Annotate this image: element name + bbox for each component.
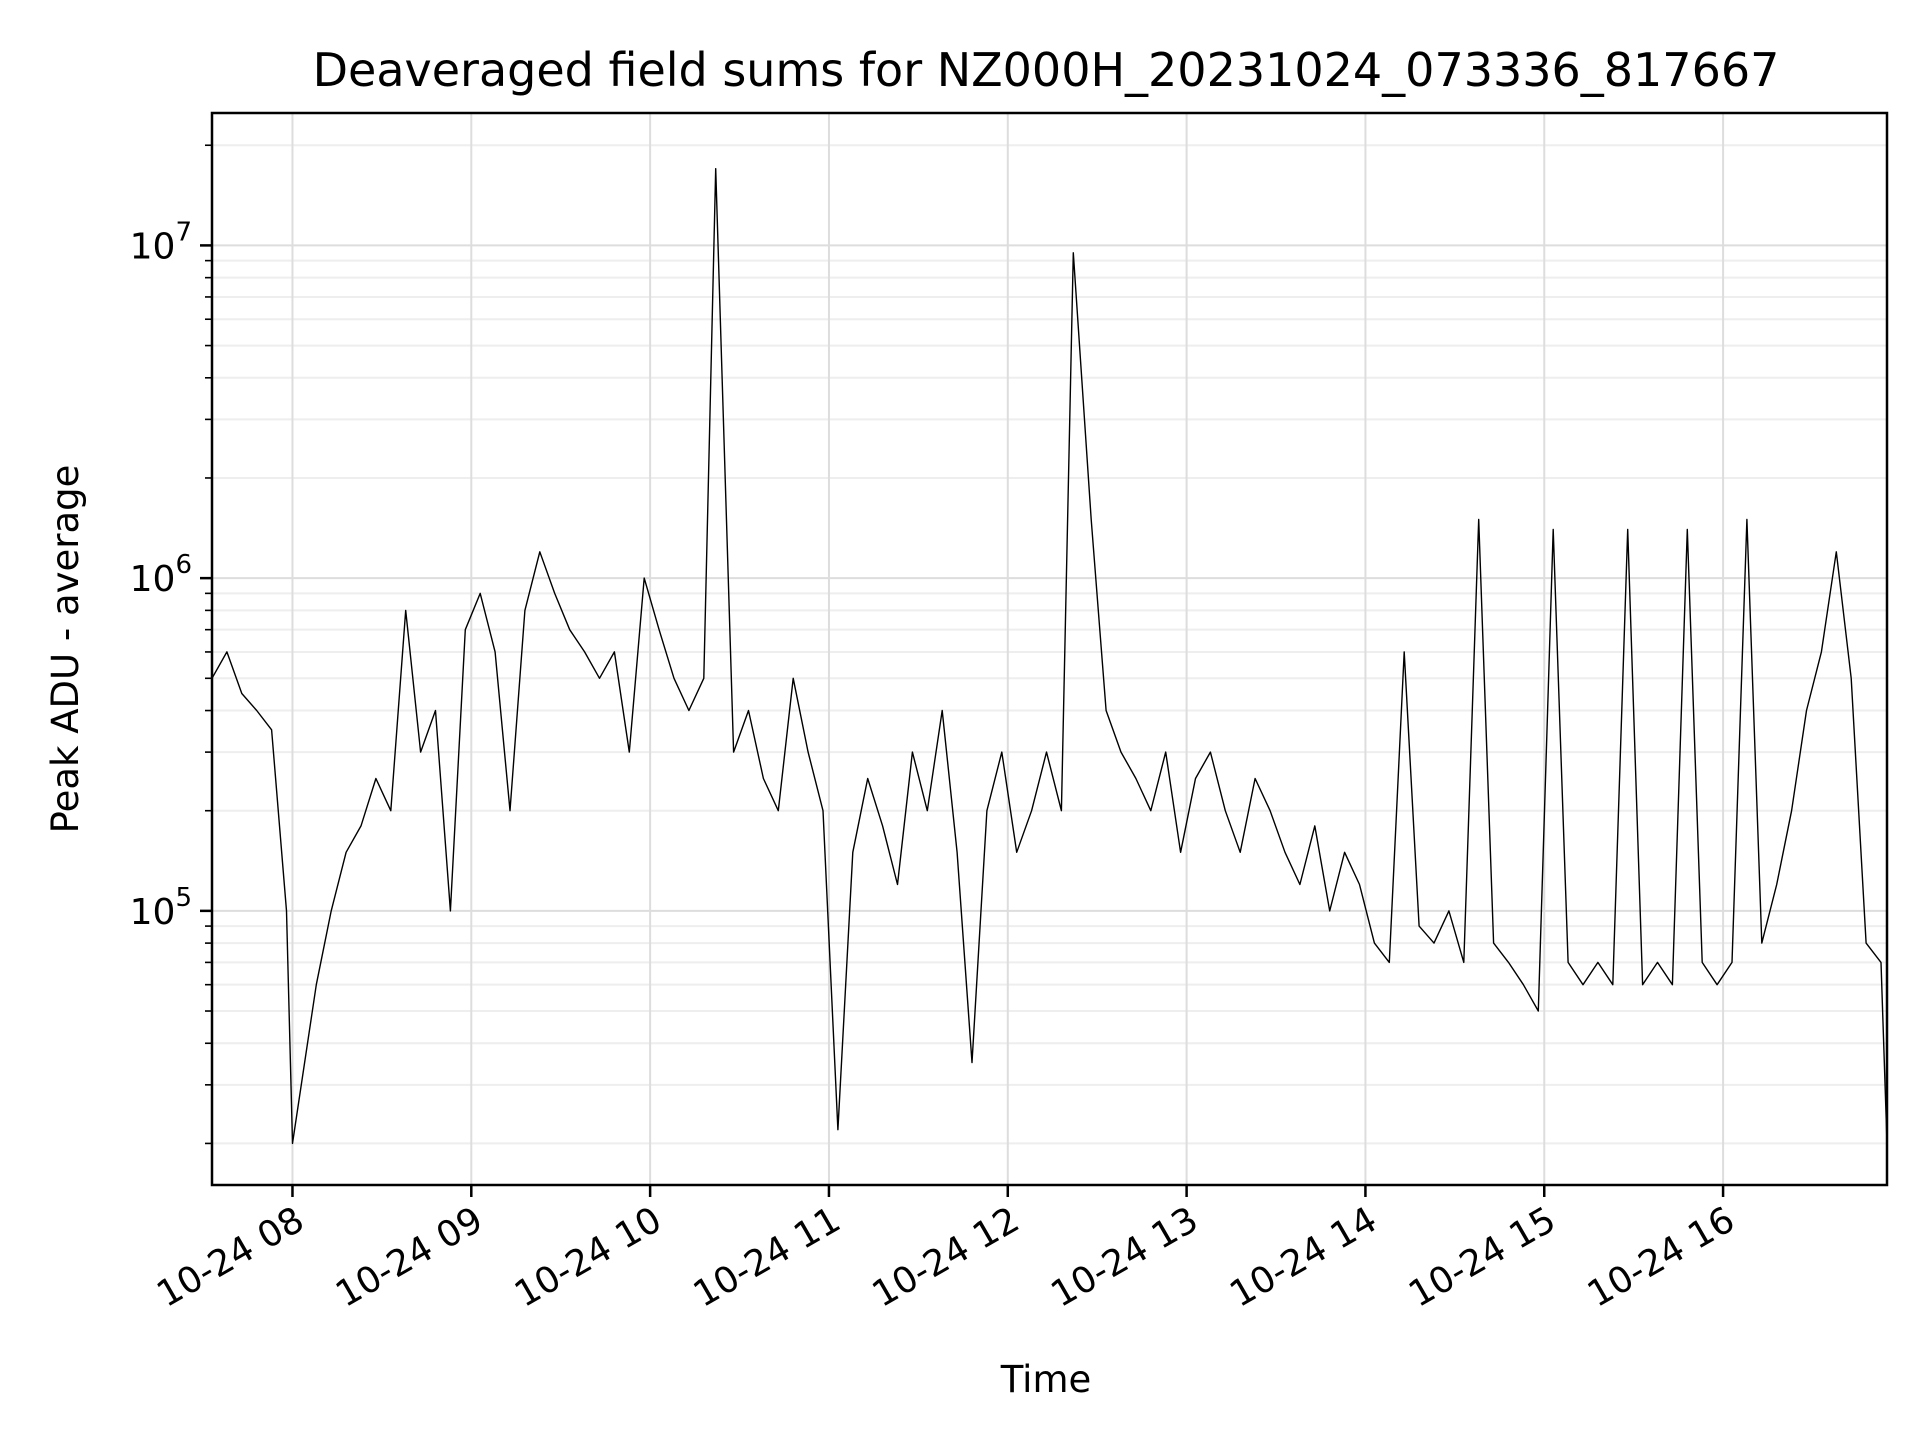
x-tick-label: 10-24 08	[150, 1199, 311, 1315]
y-tick-exponent: 6	[175, 550, 192, 580]
plot-frame	[210, 111, 1889, 1187]
grid	[212, 113, 1887, 1185]
x-tick-label: 10-24 10	[508, 1199, 669, 1315]
x-tick-label: 10-24 15	[1402, 1199, 1563, 1315]
y-tick-base: 10	[130, 559, 176, 600]
x-tick-label: 10-24 13	[1044, 1199, 1205, 1315]
series-line	[211, 167, 1888, 1145]
y-tick-label: 105	[130, 883, 192, 933]
x-tick-labels: 10-24 08 10-24 09 10-24 10 10-24 11 10-24 12…	[150, 1199, 1741, 1315]
y-tick-exponent: 7	[175, 217, 192, 247]
x-tick-label: 10-24 12	[866, 1199, 1027, 1315]
x-tick-label: 10-24 09	[329, 1199, 490, 1315]
y-tick-exponent: 5	[175, 883, 192, 913]
x-tick-label: 10-24 11	[687, 1199, 848, 1315]
axis-ticks	[200, 144, 1725, 1197]
x-axis-label: Time	[1000, 1358, 1092, 1401]
x-tick-label: 10-24 14	[1223, 1199, 1384, 1315]
y-tick-base: 10	[130, 226, 176, 267]
y-tick-label: 107	[130, 217, 192, 267]
x-tick-label: 10-24 16	[1581, 1199, 1742, 1315]
chart-title: Deaveraged field sums for NZ000H_2023102…	[313, 43, 1780, 97]
y-tick-label: 106	[130, 550, 192, 600]
y-tick-base: 10	[130, 892, 176, 933]
y-axis-label: Peak ADU - average	[44, 465, 87, 834]
